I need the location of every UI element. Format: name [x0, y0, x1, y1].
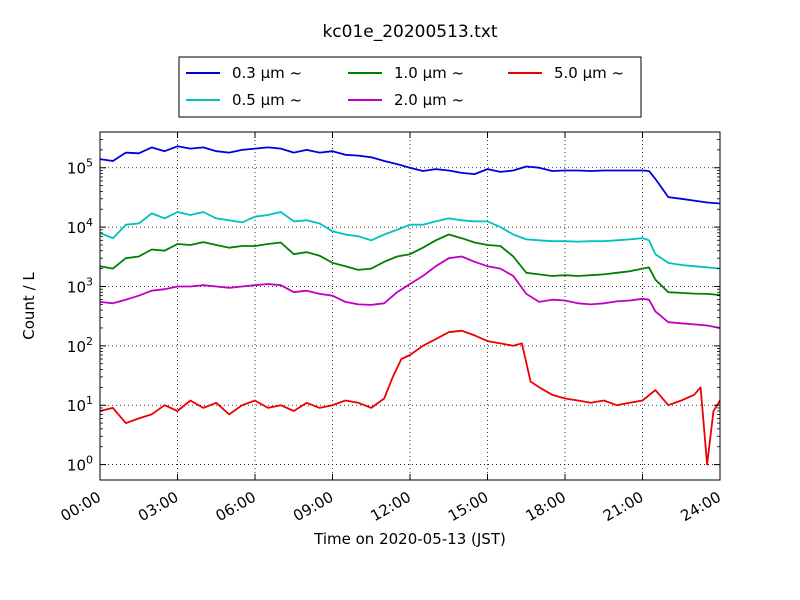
- legend-label: 5.0 μm ~: [554, 64, 624, 82]
- legend-label: 0.3 μm ~: [232, 64, 302, 82]
- chart-title: kc01e_20200513.txt: [322, 22, 497, 42]
- series-line-4: [99, 329, 721, 466]
- legend-label: 0.5 μm ~: [232, 91, 302, 109]
- series-lines: [99, 145, 721, 466]
- y-axis-label: Count / L: [20, 272, 38, 340]
- series-line-1: [99, 211, 721, 270]
- x-axis-label: Time on 2020-05-13 (JST): [313, 530, 506, 548]
- series-line-3: [99, 255, 721, 329]
- legend-label: 2.0 μm ~: [394, 91, 464, 109]
- series-line-2: [99, 233, 721, 296]
- series-line-0: [99, 145, 721, 205]
- legend-label: 1.0 μm ~: [394, 64, 464, 82]
- legend: 0.3 μm ~ 0.5 μm ~ 1.0 μm ~ 2.0 μm ~ 5.0 μm ~: [178, 56, 642, 118]
- legend-box: [178, 56, 642, 118]
- legend-entries: 0.3 μm ~ 0.5 μm ~ 1.0 μm ~ 2.0 μm ~ 5.0 μm ~: [186, 64, 624, 109]
